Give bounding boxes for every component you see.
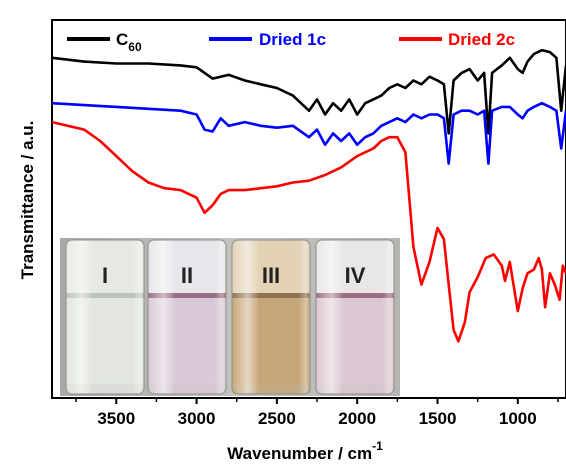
vial-iv: IV — [315, 239, 395, 395]
vial-label-i: I — [102, 263, 108, 288]
vial-glass-shine — [148, 240, 226, 394]
vial-outline — [231, 239, 311, 395]
x-tick-label-3000: 3000 — [178, 409, 216, 428]
legend-label-dried-1c: Dried 1c — [259, 30, 326, 49]
vials-layer: I II III IV — [65, 239, 395, 395]
x-tick-label-1000: 1000 — [499, 409, 537, 428]
vial-glass-shine — [316, 240, 394, 394]
legend-label-c60-main: C — [116, 30, 128, 49]
vial-label-iv: IV — [345, 263, 366, 288]
x-tick-label-3500: 3500 — [97, 409, 135, 428]
vial-i: I — [65, 239, 145, 395]
vial-glass-shine — [66, 240, 144, 394]
x-axis-title-superscript: -1 — [372, 439, 383, 453]
series-layer — [52, 48, 566, 343]
series-line-dried-2c — [52, 120, 566, 343]
series-line-c60 — [52, 48, 566, 135]
legend-label-c60: C60 — [116, 30, 142, 54]
vial-outline — [65, 239, 145, 395]
plot-frame — [51, 19, 566, 399]
vial-label-ii: II — [181, 263, 193, 288]
vial-label-iii: III — [262, 263, 280, 288]
legend-label-dried-2c: Dried 2c — [448, 30, 515, 49]
legend-label-c60-subscript: 60 — [128, 40, 142, 54]
x-tick-label-2500: 2500 — [258, 409, 296, 428]
y-axis-title: Transmittance / a.u. — [18, 121, 37, 280]
x-axis-title-text: Wavenumber / cm — [227, 444, 372, 463]
x-axis-title: Wavenumber / cm-1 — [227, 439, 383, 463]
inset-photo: I II III IV — [60, 238, 400, 396]
x-tick-label-2000: 2000 — [338, 409, 376, 428]
legend: C60 Dried 1c Dried 2c — [67, 30, 515, 54]
x-axis: 3500 3000 2500 2000 1500 1000 — [75, 398, 559, 428]
vial-iii: III — [231, 239, 311, 395]
vial-glass-shine — [232, 240, 310, 394]
series-line-dried-1c — [52, 101, 566, 165]
x-tick-label-1500: 1500 — [419, 409, 457, 428]
vial-outline — [315, 239, 395, 395]
vial-ii: II — [147, 239, 227, 395]
vial-outline — [147, 239, 227, 395]
